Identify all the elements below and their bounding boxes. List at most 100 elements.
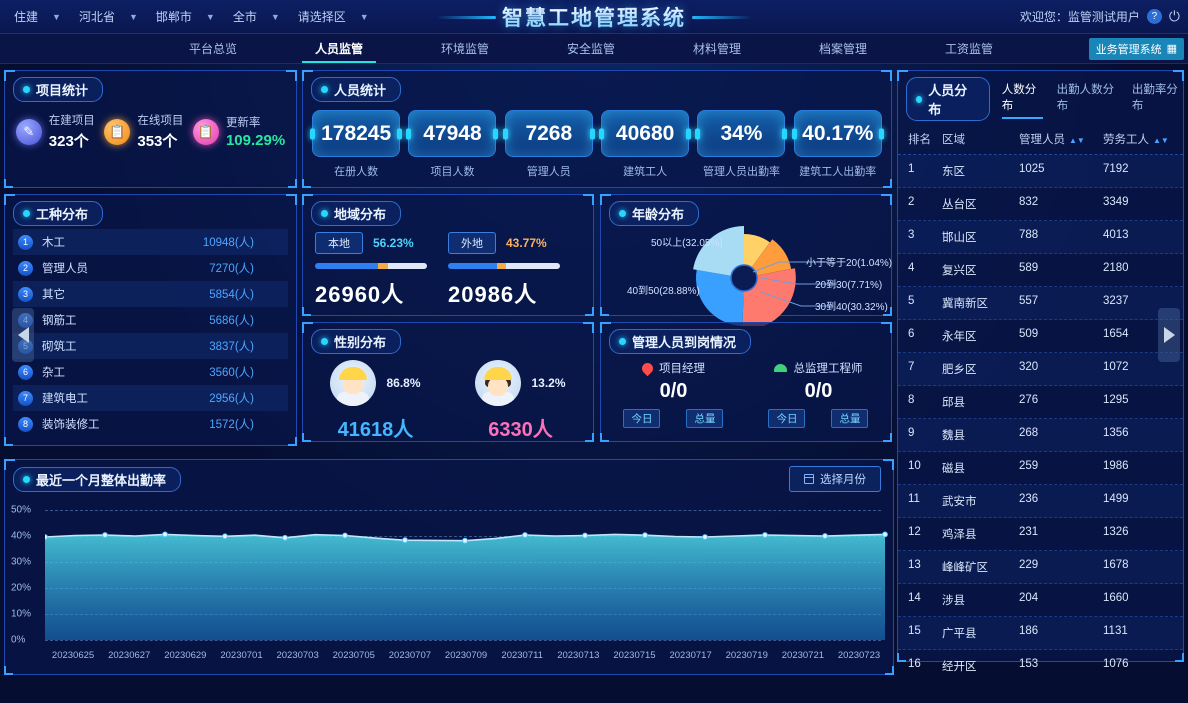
table-row[interactable]: 8 邱县 276 1295 — [897, 386, 1183, 419]
filter-scope[interactable]: 全市 ▼ — [232, 10, 280, 24]
table-row[interactable]: 14 涉县 204 1660 — [897, 584, 1183, 617]
age-distribution-title: 年龄分布 — [608, 201, 699, 226]
stat-registered: 178245 在册人数 — [312, 110, 401, 179]
month-picker-button[interactable]: 选择月份 — [789, 466, 881, 492]
tab-wages[interactable]: 工资监管 — [944, 42, 993, 56]
people-distribution-table[interactable]: 1 东区 1025 7192 2 丛台区 832 3349 3 邯山区 788 4013 4 复兴区… — [897, 155, 1183, 677]
filter-province[interactable]: 河北省 ▼ — [78, 10, 138, 24]
table-row[interactable]: 5 冀南新区 557 3237 — [897, 287, 1183, 320]
table-row[interactable]: 2 丛台区 832 3349 — [897, 188, 1183, 221]
table-row[interactable]: 12 鸡泽县 231 1326 — [897, 518, 1183, 551]
sort-workers-icon[interactable]: ▲▼ — [1153, 136, 1169, 145]
tab-archives[interactable]: 档案管理 — [818, 42, 867, 56]
table-row[interactable]: 1 东区 1025 7192 — [897, 155, 1183, 188]
power-icon[interactable]: ⏻ — [1168, 8, 1180, 24]
title-line-left — [436, 15, 496, 19]
tab-environment[interactable]: 环境监管 — [440, 42, 489, 56]
filter-district[interactable]: 请选择区 ▼ — [297, 10, 369, 24]
stat-workers: 40680 建筑工人 — [601, 110, 690, 179]
table-header: 排名 区域 管理人员 ▲▼ 劳务工人 ▲▼ — [897, 121, 1183, 155]
cs-total-button[interactable]: 总量 — [831, 409, 869, 428]
manager-duty-title: 管理人员到岗情况 — [608, 329, 751, 354]
tab-materials[interactable]: 材料管理 — [692, 42, 741, 56]
rank-badge: 8 — [18, 416, 33, 432]
business-system-button[interactable]: 业务管理系统 ▦ — [1088, 37, 1184, 60]
xtick: 20230705 — [332, 650, 375, 661]
list-item[interactable]: 8 装饰装修工 1572(人) — [13, 411, 288, 437]
table-row[interactable]: 7 肥乡区 320 1072 — [897, 353, 1183, 386]
age-label-30to40: 30到40(30.32%) — [814, 302, 888, 313]
table-row[interactable]: 13 峰峰矿区 229 1678 — [897, 551, 1183, 584]
table-row[interactable]: 4 复兴区 589 2180 — [897, 254, 1183, 287]
list-item[interactable]: 3 其它 5854(人) — [13, 281, 288, 307]
local-bar — [314, 263, 427, 269]
table-row[interactable]: 15 广平县 186 1131 — [897, 617, 1183, 650]
table-row[interactable]: 3 邯山区 788 4013 — [897, 221, 1183, 254]
chevron-right-icon[interactable] — [1158, 308, 1180, 362]
pm-total-button[interactable]: 总量 — [686, 409, 724, 428]
chevron-down-icon: ▼ — [205, 11, 215, 22]
filter-dept[interactable]: 住建 ▼ — [14, 10, 61, 24]
chevron-down-icon: ▼ — [270, 11, 280, 22]
list-item[interactable]: 2 管理人员 7270(人) — [13, 255, 288, 281]
stat-project-people: 47948 项目人数 — [408, 110, 497, 179]
xtick: 20230713 — [557, 650, 600, 661]
bullet-icon — [618, 210, 626, 217]
tab-attendance-count-dist[interactable]: 出勤人数分布 — [1056, 84, 1115, 112]
table-row[interactable]: 9 魏县 268 1356 — [897, 419, 1183, 452]
region-nonlocal: 外地 43.77% 20986人 — [447, 232, 581, 309]
list-item[interactable]: 7 建筑电工 2956(人) — [13, 385, 288, 411]
project-stats-title: 项目统计 — [13, 77, 104, 102]
tab-safety[interactable]: 安全监管 — [566, 42, 615, 56]
trade-distribution-title: 工种分布 — [13, 201, 104, 226]
table-row[interactable]: 6 永年区 509 1654 — [897, 320, 1183, 353]
people-stats-panel: 人员统计 178245 在册人数 47948 项目人数 7268 管理人员 40680… — [301, 70, 892, 188]
list-item[interactable]: 1 木工 10948(人) — [13, 229, 288, 255]
age-pie-chart: 50以上(32.05%) 小于等于20(1.04%) 20到30(7.71%) … — [601, 226, 893, 331]
age-pie-svg — [693, 226, 837, 331]
xtick: 20230701 — [220, 650, 263, 661]
tab-personnel[interactable]: 人员监管 — [276, 34, 402, 63]
list-item[interactable]: 4钢筋工5686(人) — [13, 307, 288, 333]
sort-managers-icon[interactable]: ▲▼ — [1069, 136, 1085, 145]
rank-badge: 1 — [18, 234, 33, 250]
cs-today-button[interactable]: 今日 — [768, 409, 806, 428]
attendance-chart-title: 最近一个月整体出勤率 — [13, 466, 182, 492]
table-row[interactable]: 16 经开区 153 1076 — [898, 650, 1183, 677]
xtick: 20230625 — [51, 650, 95, 661]
ytick-30: 30% — [11, 556, 32, 568]
tab-headcount-dist[interactable]: 人数分布 — [1001, 81, 1043, 119]
nonlocal-chip: 外地 — [447, 232, 496, 254]
region-filters: 住建 ▼ 河北省 ▼ 邯郸市 ▼ 全市 ▼ 请选择区 ▼ — [8, 8, 381, 25]
tab-platform-overview[interactable]: 平台总览 — [188, 42, 237, 56]
xtick: 20230703 — [276, 650, 319, 661]
gender-distribution-panel: 性别分布 86.8% 41618人 — [301, 322, 594, 442]
female-worker-avatar — [475, 360, 522, 406]
xtick: 20230629 — [164, 650, 207, 661]
project-online-icon: 📋 — [104, 118, 131, 145]
filter-city[interactable]: 邯郸市 ▼ — [155, 10, 215, 24]
age-label-under20: 小于等于20(1.04%) — [805, 258, 893, 269]
people-distribution-panel: 人员分布 人数分布 出勤人数分布 出勤率分布 排名 区域 管理人员 ▲▼ 劳务工人… — [896, 70, 1185, 673]
table-row[interactable]: 10 磁县 259 1986 — [897, 452, 1183, 485]
bullet-icon — [618, 338, 626, 345]
table-row[interactable]: 11 武安市 236 1499 — [897, 485, 1183, 518]
rank-badge: 7 — [18, 390, 33, 406]
people-distribution-title: 人员分布 — [905, 77, 990, 121]
right-column: 人员分布 人数分布 出勤人数分布 出勤率分布 排名 区域 管理人员 ▲▼ 劳务工人… — [896, 70, 1185, 703]
question-icon[interactable]: ? — [1146, 9, 1162, 24]
tab-attendance-rate-dist[interactable]: 出勤率分布 — [1131, 84, 1178, 112]
list-item[interactable]: 5砌筑工3837(人) — [13, 333, 288, 359]
duty-chief-supervisor: 总监理工程师 0/0 今日 总量 — [746, 360, 891, 428]
attendance-area-chart: 50% 40% 30% 20% 10% 0% — [11, 496, 888, 648]
update-rate-icon: 📋 — [192, 118, 219, 145]
bullet-icon — [320, 338, 328, 345]
chevron-down-icon: ▼ — [52, 11, 61, 22]
list-item[interactable]: 6 杂工 3560(人) — [13, 359, 288, 385]
chevron-left-icon[interactable] — [12, 308, 34, 362]
manager-duty-panel: 管理人员到岗情况 项目经理 0/0 今日 总量 总监理工程 — [599, 322, 892, 442]
top-right-actions: 欢迎您：监管测试用户 ? ⏻ — [1020, 8, 1180, 25]
stat-online-projects: 📋 在线项目 353个 — [104, 112, 183, 151]
pm-today-button[interactable]: 今日 — [623, 409, 661, 428]
main-nav: 平台总览 人员监管 环境监管 安全监管 材料管理 档案管理 工资监管 业务管理系… — [0, 34, 1188, 64]
